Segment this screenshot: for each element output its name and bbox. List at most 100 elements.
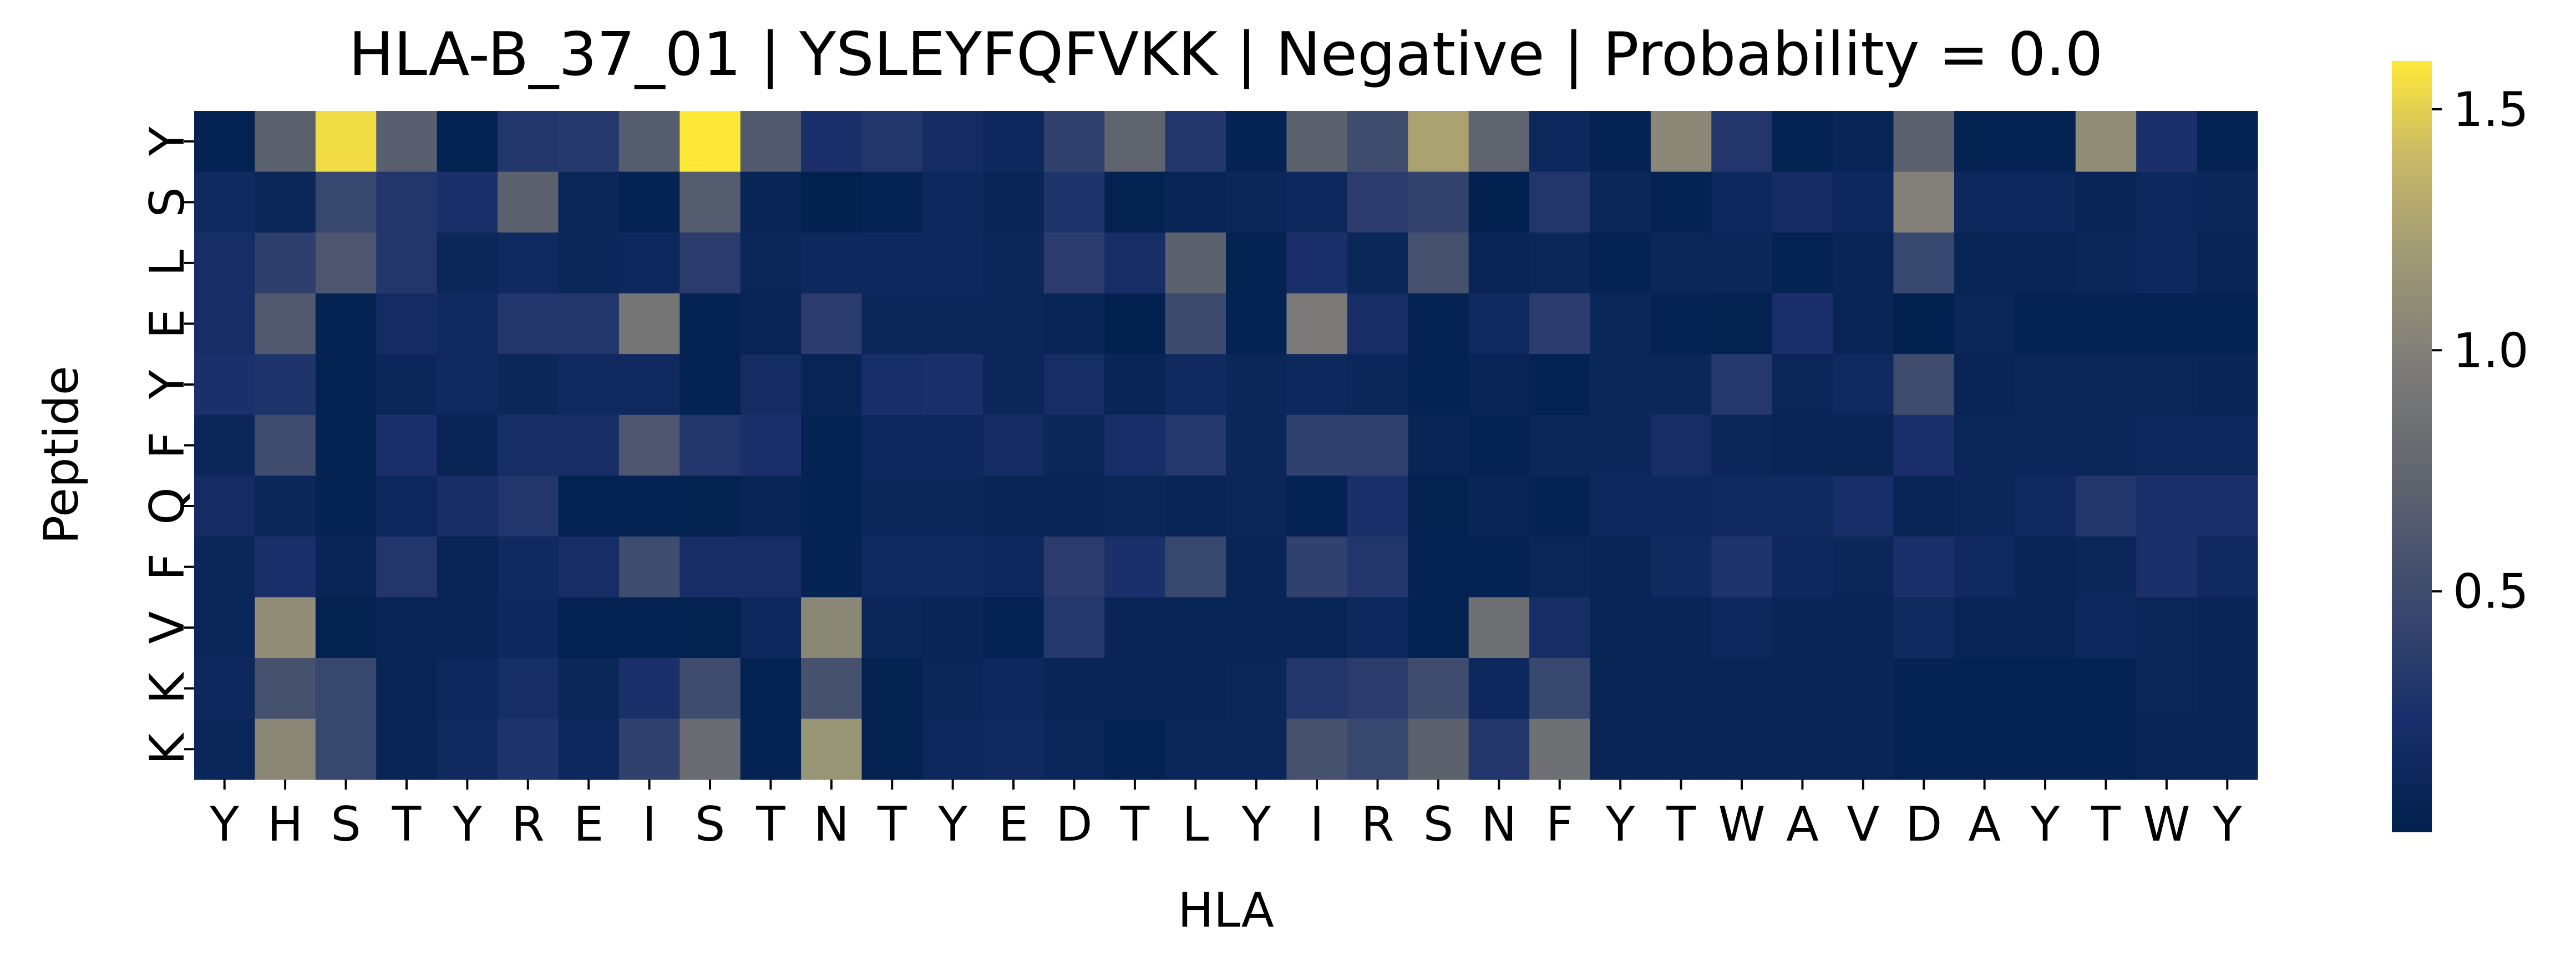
- heatmap-cell: [2075, 414, 2137, 476]
- heatmap-cell: [1893, 354, 1955, 416]
- heatmap-cell: [1711, 476, 1773, 537]
- heatmap-cell: [1104, 111, 1166, 173]
- heatmap-cell: [1772, 111, 1833, 173]
- heatmap-cell: [498, 232, 559, 294]
- heatmap-cell: [1833, 719, 1894, 780]
- heatmap-cell: [1590, 232, 1651, 294]
- heatmap-cell: [1954, 597, 2015, 659]
- x-tick-label: T: [392, 797, 422, 852]
- heatmap-cell: [437, 354, 498, 416]
- heatmap-cell: [2197, 414, 2258, 476]
- heatmap-cell: [1772, 354, 1833, 416]
- heatmap-cell: [2197, 354, 2258, 416]
- heatmap-cell: [2015, 536, 2076, 598]
- heatmap-cell: [315, 414, 377, 476]
- x-tick-label: W: [1718, 797, 1765, 852]
- heatmap-cell: [1286, 658, 1348, 720]
- heatmap-cell: [558, 354, 620, 416]
- heatmap-cell: [2197, 476, 2258, 537]
- heatmap-cell: [315, 658, 377, 720]
- heatmap-cell: [1529, 354, 1591, 416]
- heatmap-cell: [1286, 232, 1348, 294]
- heatmap-cell: [1043, 293, 1105, 355]
- heatmap-cell: [1893, 536, 1955, 598]
- heatmap-cell: [740, 597, 802, 659]
- heatmap-cell: [618, 597, 680, 659]
- heatmap-cell: [1590, 536, 1651, 598]
- heatmap-cell: [1529, 476, 1591, 537]
- x-tick-label: S: [695, 797, 726, 852]
- heatmap-cell: [376, 414, 438, 476]
- heatmap-cell: [618, 414, 680, 476]
- heatmap-cell: [1711, 536, 1773, 598]
- x-tick-label: E: [574, 797, 604, 852]
- x-tick-label: S: [1423, 797, 1454, 852]
- y-tick-label: E: [140, 309, 195, 338]
- heatmap-cell: [194, 476, 256, 537]
- heatmap-cell: [801, 719, 863, 780]
- heatmap-cell: [680, 719, 741, 780]
- heatmap-cell: [437, 171, 498, 233]
- heatmap-cell: [2015, 354, 2076, 416]
- heatmap-cell: [922, 354, 983, 416]
- heatmap-cell: [2075, 111, 2137, 173]
- heatmap-cell: [1772, 232, 1833, 294]
- x-tick-label: V: [1847, 797, 1879, 852]
- heatmap-cell: [1711, 293, 1773, 355]
- heatmap-cell: [2015, 293, 2076, 355]
- heatmap-cell: [2075, 293, 2137, 355]
- heatmap-cell: [1226, 293, 1287, 355]
- heatmap-cell: [1833, 597, 1894, 659]
- x-tick-label: Y: [209, 797, 239, 852]
- heatmap-cell: [680, 658, 741, 720]
- heatmap-cell: [861, 536, 923, 598]
- y-tick-label: F: [140, 432, 195, 459]
- heatmap-cell: [618, 536, 680, 598]
- heatmap-cell: [1833, 414, 1894, 476]
- heatmap-cell: [2015, 597, 2076, 659]
- heatmap-cell: [680, 536, 741, 598]
- heatmap-cell: [861, 658, 923, 720]
- heatmap-cell: [1347, 536, 1408, 598]
- heatmap-cell: [801, 658, 863, 720]
- x-tick-label: Y: [2030, 797, 2060, 852]
- heatmap-cell: [1650, 476, 1712, 537]
- heatmap-cell: [498, 658, 559, 720]
- heatmap-cell: [437, 476, 498, 537]
- colorbar: [2392, 61, 2432, 832]
- heatmap-cell: [2015, 111, 2076, 173]
- heatmap-cell: [861, 719, 923, 780]
- heatmap-cell: [618, 354, 680, 416]
- heatmap-cell: [1043, 354, 1105, 416]
- heatmap-cell: [1772, 658, 1833, 720]
- heatmap-cell: [983, 414, 1044, 476]
- heatmap-cell: [376, 719, 438, 780]
- heatmap-cell: [740, 719, 802, 780]
- heatmap-cell: [1347, 171, 1408, 233]
- heatmap-cell: [1165, 414, 1226, 476]
- heatmap-cell: [1529, 414, 1591, 476]
- x-tick-label: Y: [1605, 797, 1635, 852]
- y-axis-label: Peptide: [34, 366, 89, 544]
- heatmap-cell: [1165, 171, 1226, 233]
- heatmap-cell: [437, 536, 498, 598]
- heatmap-cell: [2136, 658, 2198, 720]
- heatmap-cell: [740, 536, 802, 598]
- heatmap-cell: [1893, 597, 1955, 659]
- heatmap-cell: [255, 658, 316, 720]
- heatmap-cell: [2075, 597, 2137, 659]
- heatmap-cell: [680, 111, 741, 173]
- heatmap-cell: [315, 354, 377, 416]
- x-tick-label: A: [1968, 797, 2001, 852]
- heatmap-cell: [558, 232, 620, 294]
- heatmap-cell: [1650, 597, 1712, 659]
- heatmap-cell: [618, 476, 680, 537]
- heatmap-cell: [1833, 171, 1894, 233]
- heatmap-cell: [922, 232, 983, 294]
- heatmap-cell: [1104, 293, 1166, 355]
- heatmap-cell: [376, 658, 438, 720]
- colorbar-tick-label: 1.5: [2453, 82, 2529, 138]
- heatmap-cell: [1468, 536, 1530, 598]
- heatmap-cell: [255, 414, 316, 476]
